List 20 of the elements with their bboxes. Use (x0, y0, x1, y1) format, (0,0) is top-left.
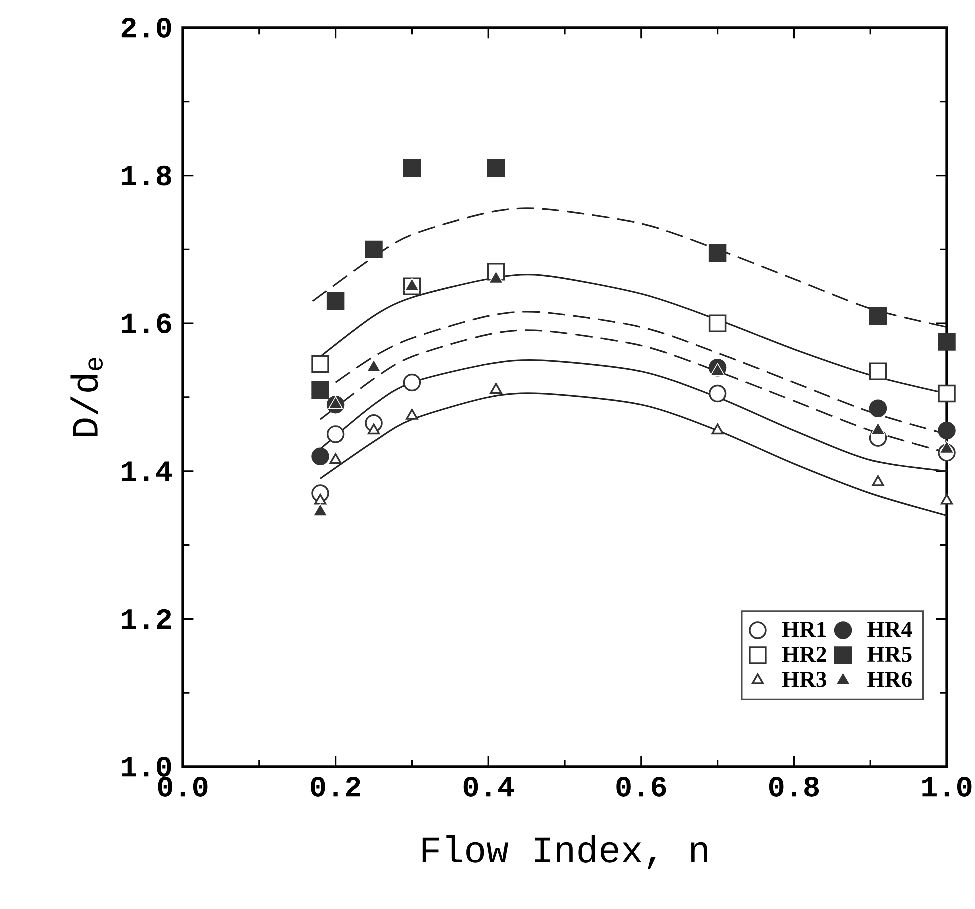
x-axis-title: Flow Index, n (422, 835, 708, 870)
y-tick-label: 1.2 (122, 609, 172, 629)
y-tick-label: 1.4 (122, 462, 172, 482)
x-tick-label: 0.2 (311, 777, 360, 797)
legend-label: HR4 (868, 622, 912, 637)
x-tick-label: 0.6 (616, 777, 666, 797)
y-tick-label: 1.6 (122, 314, 172, 334)
y-axis-title: D/d$_{e}$ (70, 358, 103, 436)
x-tick-label: 0.8 (769, 777, 820, 797)
legend-label: HR5 (868, 647, 912, 662)
x-tick-label: 0.0 (158, 777, 208, 797)
x-tick-label: 1.0 (922, 777, 972, 797)
y-tick-label: 1.0 (122, 757, 172, 777)
legend-label: HR2 (782, 646, 826, 662)
x-tick-label: 0.4 (464, 777, 514, 797)
legend-label: HR3 (782, 672, 827, 688)
y-tick-label: 2.0 (122, 18, 172, 38)
legend-label: HR1 (782, 622, 826, 637)
legend-label: HR6 (868, 672, 912, 688)
y-tick-label: 1.8 (122, 166, 172, 186)
